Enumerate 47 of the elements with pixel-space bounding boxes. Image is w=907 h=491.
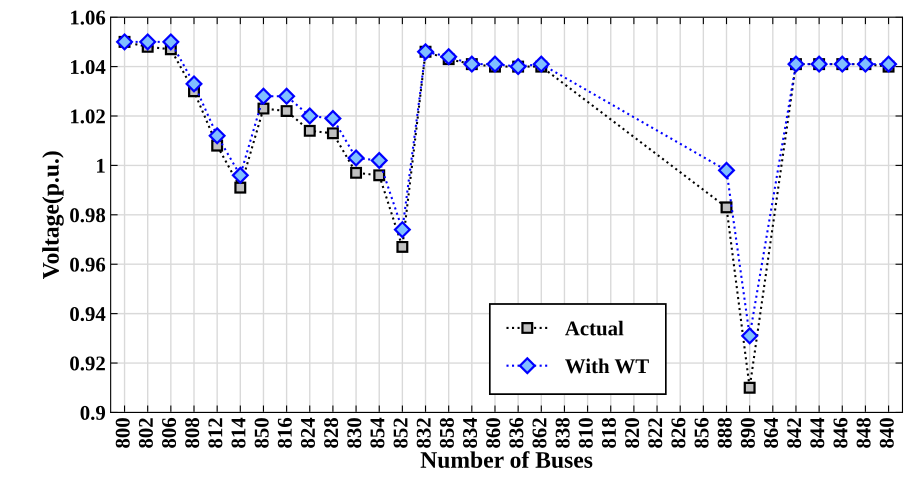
x-tick-label: 860	[486, 418, 500, 448]
y-axis-title: Voltage(p.u.)	[42, 151, 64, 280]
y-tick-label: 0.9	[80, 406, 106, 420]
legend-label: With WT	[565, 358, 649, 374]
x-tick-label: 848	[856, 418, 871, 448]
y-tick-label: 1.02	[71, 109, 105, 124]
x-tick-label: 858	[440, 418, 454, 448]
x-tick-label: 822	[648, 418, 662, 448]
x-tick-label: 800	[116, 418, 130, 448]
x-tick-label: 846	[833, 418, 848, 448]
x-tick-label: 816	[278, 418, 292, 448]
x-tick-label: 818	[602, 418, 616, 448]
y-tick-label: 0.96	[70, 258, 106, 272]
x-tick-label: 824	[300, 418, 315, 448]
x-tick-label: 856	[694, 418, 709, 448]
y-tick-label: 0.98	[70, 208, 106, 222]
x-tick-label: 854	[370, 418, 384, 448]
x-tick-label: 810	[578, 418, 593, 448]
x-tick-label: 840	[880, 418, 894, 448]
x-axis-title: Number of Buses	[420, 451, 592, 468]
x-tick-label: 832	[416, 418, 431, 448]
y-tick-label: 1.06	[71, 10, 106, 25]
x-tick-label: 842	[787, 418, 802, 448]
x-tick-label: 812	[208, 418, 222, 448]
x-tick-label: 802	[138, 418, 153, 448]
x-tick-label: 828	[324, 418, 338, 448]
x-tick-label: 862	[532, 418, 547, 448]
x-tick-label: 834	[462, 418, 478, 448]
x-tick-label: 826	[671, 418, 686, 448]
y-tick-label: 0.94	[70, 307, 106, 322]
x-tick-label: 814	[231, 418, 246, 448]
y-tick-label: 1.04	[71, 60, 106, 74]
x-tick-label: 844	[810, 418, 824, 448]
x-tick-label: 850	[254, 418, 269, 448]
x-tick-label: 888	[718, 418, 732, 448]
x-tick-label: 808	[185, 418, 200, 448]
x-tick-label: 836	[509, 418, 524, 448]
x-tick-label: 890	[740, 418, 755, 448]
x-tick-label: 830	[347, 418, 362, 448]
x-tick-label: 838	[556, 418, 570, 448]
x-tick-label: 806	[162, 418, 176, 448]
legend-label: Actual	[565, 320, 624, 336]
x-tick-label: 852	[394, 418, 408, 448]
y-tick-label: 0.92	[70, 356, 105, 371]
x-tick-label: 820	[625, 418, 640, 448]
x-tick-label: 864	[764, 418, 778, 448]
y-tick-label: 1	[97, 158, 105, 173]
